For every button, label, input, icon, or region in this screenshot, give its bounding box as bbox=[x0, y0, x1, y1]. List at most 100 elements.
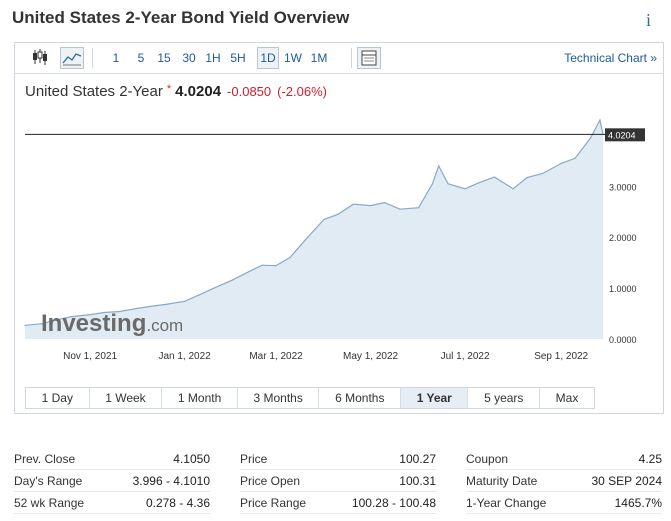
interval-1h[interactable]: 1H bbox=[205, 51, 221, 65]
range-1-year[interactable]: 1 Year bbox=[401, 388, 469, 408]
price-change-percent: (-2.06%) bbox=[277, 84, 327, 99]
data-point bbox=[541, 172, 544, 175]
series-line bbox=[24, 118, 604, 326]
data-point bbox=[275, 265, 277, 267]
last-price: 4.0204 bbox=[175, 83, 222, 100]
interval-5h[interactable]: 5H bbox=[230, 51, 246, 65]
quote-header: United States 2-Year * 4.0204 -0.0850 (-2.06… bbox=[25, 83, 327, 100]
stat-row: Maturity Date 30 SEP 2024 bbox=[466, 470, 662, 492]
data-point bbox=[478, 182, 480, 184]
stat-row: Price Open 100.31 bbox=[240, 470, 436, 492]
interval-1w[interactable]: 1W bbox=[284, 51, 302, 65]
data-point bbox=[323, 218, 325, 220]
stat-label: Price Open bbox=[240, 474, 301, 488]
stat-label: Coupon bbox=[466, 452, 509, 466]
data-point bbox=[165, 303, 167, 305]
stats-column-2: Price 100.27 Price Open 100.31 Price Range 10… bbox=[240, 448, 436, 514]
technical-chart-link[interactable]: Technical Chart » bbox=[564, 47, 657, 69]
investing-watermark-logo: Investing.com bbox=[41, 310, 183, 337]
toolbar-separator bbox=[351, 48, 352, 68]
stat-value: 3.996 - 4.1010 bbox=[132, 474, 210, 488]
data-point bbox=[417, 207, 420, 209]
stat-value: 100.27 bbox=[399, 452, 436, 466]
stat-value: 100.28 - 100.48 bbox=[351, 496, 436, 510]
data-point bbox=[493, 176, 496, 178]
data-point bbox=[135, 307, 138, 310]
range-3-months[interactable]: 3 Months bbox=[238, 388, 320, 408]
range-5-years[interactable]: 5 years bbox=[468, 388, 541, 408]
stats-column-3: Coupon 4.25 Maturity Date 30 SEP 2024 1-Year… bbox=[466, 448, 662, 514]
data-point bbox=[438, 165, 440, 167]
stat-label: 52 wk Range bbox=[14, 496, 85, 510]
interval-1m[interactable]: 1M bbox=[310, 51, 328, 65]
interval-5[interactable]: 5 bbox=[137, 51, 145, 65]
candlestick-icon[interactable] bbox=[29, 47, 53, 69]
stat-row: 1-Year Change 1465.7% bbox=[466, 492, 662, 514]
y-tick-label: 2.0000 bbox=[609, 233, 637, 243]
y-tick-label: 0.0000 bbox=[609, 335, 637, 345]
interval-1d[interactable]: 1D bbox=[257, 47, 279, 69]
series-area bbox=[25, 120, 603, 339]
data-point bbox=[399, 208, 401, 210]
data-point bbox=[261, 264, 263, 266]
stat-row: Price 100.27 bbox=[240, 448, 436, 470]
range-1-month[interactable]: 1 Month bbox=[162, 388, 238, 408]
data-point bbox=[149, 305, 152, 308]
data-point bbox=[560, 162, 562, 164]
data-point bbox=[213, 287, 215, 289]
chart-toolbar: 1 5 15 30 1H 5H 1D 1W 1M Technical Chart » bbox=[15, 43, 663, 74]
area-chart-icon[interactable] bbox=[60, 47, 84, 69]
stat-row: Prev. Close 4.1050 bbox=[14, 448, 210, 470]
stat-value: 1465.7% bbox=[614, 496, 662, 510]
range-6-months[interactable]: 6 Months bbox=[319, 388, 402, 408]
stat-row: 52 wk Range 0.278 - 4.36 bbox=[14, 492, 210, 514]
price-change: -0.0850 bbox=[227, 84, 272, 99]
data-point bbox=[431, 183, 434, 185]
data-point bbox=[118, 310, 121, 313]
range-max[interactable]: Max bbox=[555, 391, 579, 405]
instrument-name: United States 2-Year bbox=[25, 83, 163, 100]
chart-panel: 1 5 15 30 1H 5H 1D 1W 1M Technical Chart » Unite… bbox=[14, 42, 664, 414]
data-point bbox=[464, 188, 466, 190]
x-tick-label: May 1, 2022 bbox=[343, 351, 398, 362]
x-tick-label: Mar 1, 2022 bbox=[249, 351, 303, 362]
data-point bbox=[383, 201, 386, 204]
data-point bbox=[337, 213, 339, 215]
stat-value: 30 SEP 2024 bbox=[591, 474, 662, 488]
data-point bbox=[526, 177, 528, 179]
data-point bbox=[352, 203, 355, 205]
double-chevron-right-icon: » bbox=[650, 51, 657, 65]
stat-label: Day's Range bbox=[14, 474, 83, 488]
data-point bbox=[41, 323, 43, 325]
data-point bbox=[245, 272, 248, 274]
data-point bbox=[103, 311, 105, 314]
data-point bbox=[232, 279, 234, 281]
data-point bbox=[574, 157, 576, 159]
data-point bbox=[89, 313, 91, 316]
data-point bbox=[70, 316, 73, 318]
range-1-day[interactable]: 1 Day bbox=[26, 388, 90, 408]
last-price-tag bbox=[605, 128, 645, 142]
stat-row: Day's Range 3.996 - 4.1010 bbox=[14, 470, 210, 492]
table-icon[interactable] bbox=[357, 47, 381, 69]
x-tick-label: Jan 1, 2022 bbox=[158, 351, 211, 362]
x-tick-label: Sep 1, 2022 bbox=[534, 351, 588, 362]
price-chart[interactable]: 4.0204 0.0000 1.0000 2.0000 3.0000 Nov 1, 202… bbox=[15, 43, 663, 383]
interval-15[interactable]: 15 bbox=[157, 51, 171, 65]
stat-label: Price Range bbox=[240, 496, 307, 510]
interval-1[interactable]: 1 bbox=[112, 51, 120, 65]
interval-30[interactable]: 30 bbox=[182, 51, 196, 65]
stats-column-1: Prev. Close 4.1050 Day's Range 3.996 - 4.10… bbox=[14, 448, 210, 514]
x-tick-label: Jul 1, 2022 bbox=[441, 351, 490, 362]
stat-value: 4.25 bbox=[638, 452, 662, 466]
range-1-week[interactable]: 1 Week bbox=[90, 388, 163, 408]
info-icon[interactable]: i bbox=[646, 10, 652, 30]
y-tick-label: 3.0000 bbox=[609, 182, 637, 192]
x-tick-label: Nov 1, 2021 bbox=[63, 351, 117, 362]
data-point bbox=[289, 256, 291, 259]
stat-row: Price Range 100.28 - 100.48 bbox=[240, 492, 436, 514]
stat-label: 1-Year Change bbox=[466, 496, 547, 510]
data-point bbox=[512, 188, 514, 190]
page-title: United States 2-Year Bond Yield Overview bbox=[12, 8, 350, 27]
data-point bbox=[56, 319, 59, 321]
